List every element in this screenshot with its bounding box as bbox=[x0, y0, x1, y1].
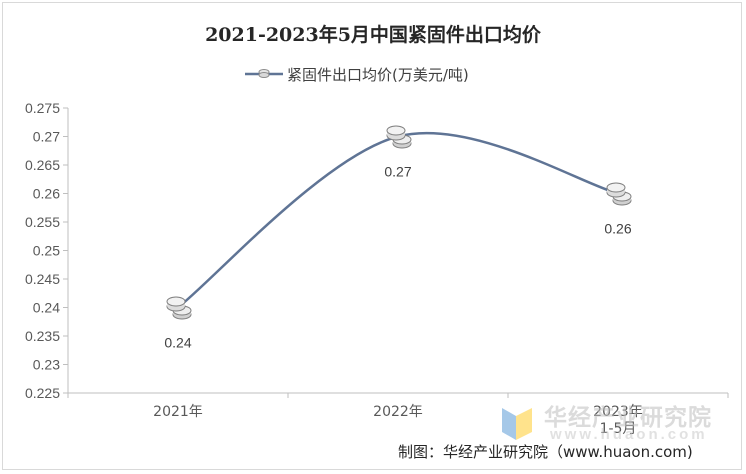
legend: 紧固件出口均价(万美元/吨) bbox=[245, 64, 469, 84]
y-tick-label: 0.255 bbox=[25, 214, 60, 230]
coin-shape bbox=[386, 125, 406, 136]
y-tick-label: 0.265 bbox=[25, 157, 60, 173]
y-tick-label: 0.23 bbox=[33, 357, 60, 373]
x-tick-label: 2021年 bbox=[153, 404, 203, 420]
legend-label: 紧固件出口均价(万美元/吨) bbox=[287, 65, 469, 84]
series-line bbox=[177, 131, 619, 309]
chart-credit: 制图：华经产业研究院（www.huaon.com) bbox=[398, 443, 693, 461]
data-label: 0.26 bbox=[604, 221, 631, 237]
y-tick-label: 0.245 bbox=[25, 271, 60, 287]
y-tick-label: 0.275 bbox=[25, 100, 60, 116]
y-tick-label: 0.225 bbox=[25, 385, 60, 401]
data-point-marker bbox=[166, 296, 192, 320]
data-label: 0.27 bbox=[384, 164, 411, 180]
y-tick-label: 0.25 bbox=[33, 243, 60, 259]
chart-title: 2021-2023年5月中国紧固件出口均价 bbox=[205, 24, 541, 46]
coin-shape bbox=[166, 296, 186, 307]
chart-frame bbox=[2, 2, 742, 470]
legend-swatch-icon bbox=[245, 69, 283, 78]
x-tick-label: 2023年 1-5月 bbox=[593, 404, 643, 437]
y-tick-label: 0.24 bbox=[33, 300, 60, 316]
data-label: 0.24 bbox=[164, 335, 191, 351]
data-point-marker bbox=[606, 182, 632, 206]
data-point-marker bbox=[386, 125, 412, 149]
y-tick-label: 0.27 bbox=[33, 129, 60, 145]
x-tick-label: 2022年 bbox=[373, 404, 423, 420]
y-tick-label: 0.26 bbox=[33, 186, 60, 202]
y-tick-label: 0.235 bbox=[25, 328, 60, 344]
coin-shape bbox=[606, 182, 626, 193]
